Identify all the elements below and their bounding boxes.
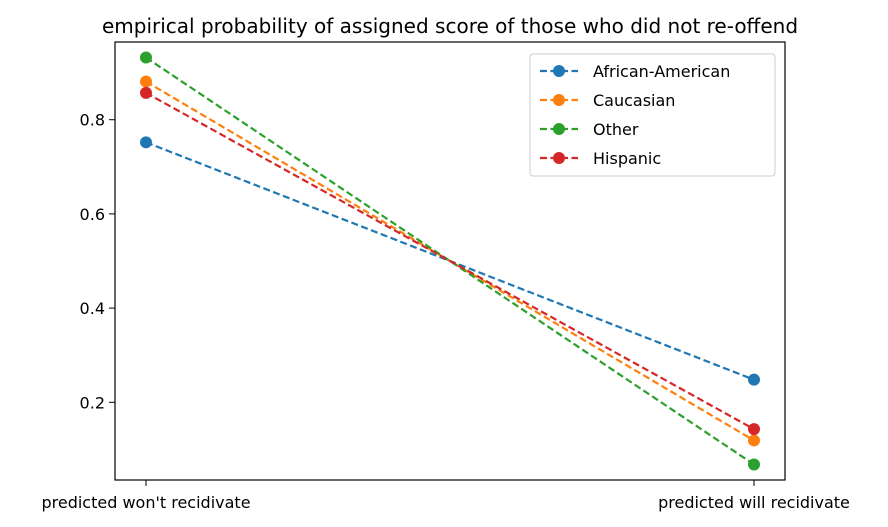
legend-marker	[553, 152, 565, 164]
data-point	[140, 86, 152, 99]
legend-marker	[553, 123, 565, 135]
y-tick-label: 0.4	[80, 299, 105, 318]
data-point	[748, 434, 760, 447]
data-point	[140, 136, 152, 149]
legend-marker	[553, 65, 565, 77]
y-tick-label: 0.8	[80, 111, 105, 130]
data-point	[748, 458, 760, 471]
series-line	[145, 56, 755, 466]
legend: African-American Caucasian Other Hispanic	[529, 53, 776, 177]
data-point	[140, 75, 152, 88]
legend-label: African-American	[593, 62, 730, 81]
x-tick-label: predicted won't recidivate	[41, 493, 250, 512]
legend-box	[529, 53, 776, 177]
axes-layer: 0.2 0.4 0.6 0.8 predicted won't recidivate pr…	[41, 111, 849, 512]
data-point	[140, 51, 152, 64]
y-tick-label: 0.2	[80, 393, 105, 412]
data-point	[748, 423, 760, 436]
legend-label: Caucasian	[593, 91, 675, 110]
x-tick-label: predicted will recidivate	[658, 493, 850, 512]
legend-marker	[553, 94, 565, 106]
series-line	[145, 91, 755, 431]
chart-title: empirical probability of assigned score …	[102, 14, 798, 38]
plot-frame	[114, 41, 786, 481]
y-tick-label: 0.6	[80, 205, 105, 224]
data-point	[748, 373, 760, 386]
series-layer	[140, 51, 760, 471]
legend-label: Hispanic	[593, 149, 661, 168]
legend-label: Other	[593, 120, 639, 139]
